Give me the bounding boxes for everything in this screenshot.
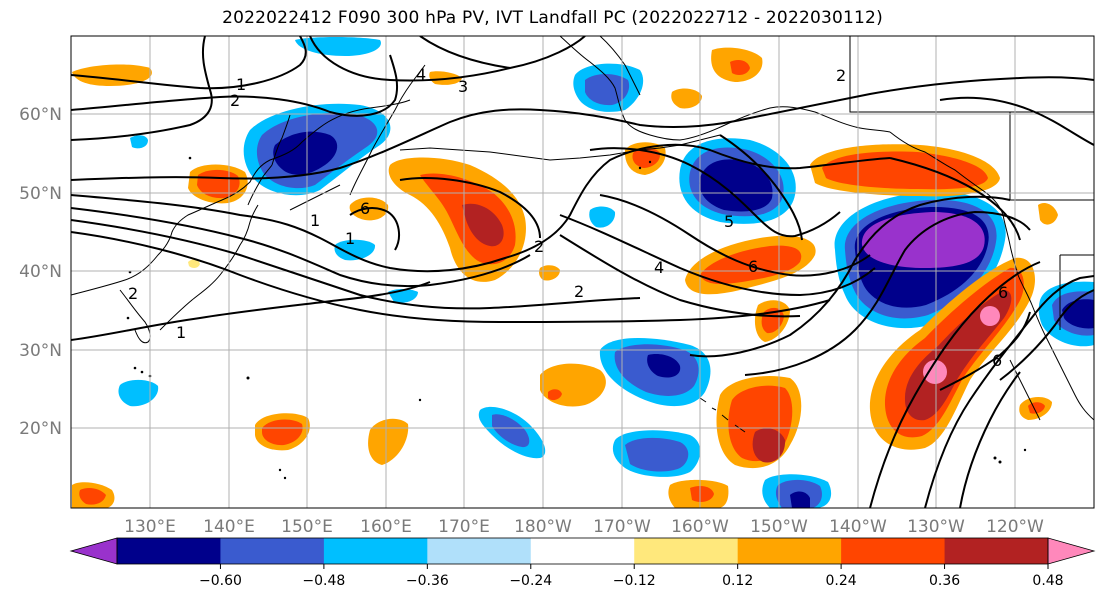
gridlines xyxy=(71,36,1094,508)
lon-label: 160°W xyxy=(671,517,729,537)
lon-label: 140°E xyxy=(203,517,255,537)
contour-label: 6 xyxy=(748,257,758,276)
ivt-contours xyxy=(71,36,1094,508)
lon-label: 170°E xyxy=(438,517,490,537)
map-frame xyxy=(70,35,1095,509)
colorbar-min-extend xyxy=(69,537,118,565)
colorbar-cell xyxy=(841,538,946,564)
colorbar-max-extend xyxy=(1047,537,1096,565)
colorbar-ticks: −0.60 −0.48 −0.36 −0.24 −0.12 0.12 0.24 0.36 0.4… xyxy=(199,564,1064,589)
colorbar-cell xyxy=(117,538,221,564)
latitude-labels: 60°N 50°N 40°N 30°N 20°N xyxy=(19,105,62,439)
contour-label: 4 xyxy=(416,65,426,84)
lat-label: 40°N xyxy=(19,262,62,282)
contour-label: 2 xyxy=(836,66,846,85)
contour-label: 2 xyxy=(534,237,544,256)
contour-label: 2 xyxy=(230,91,240,110)
lon-label: 150°W xyxy=(750,517,808,537)
colorbar-tick-label: −0.36 xyxy=(406,573,449,589)
contour-label: 6 xyxy=(992,351,1002,370)
colorbar-tick-label: 0.48 xyxy=(1032,573,1063,589)
longitude-labels: 130°E 140°E 150°E 160°E 170°E 180°W 170°… xyxy=(124,517,1044,537)
contour-label: 3 xyxy=(458,77,468,96)
lat-label: 20°N xyxy=(19,419,62,439)
lat-label: 30°N xyxy=(19,341,62,361)
lon-label: 170°W xyxy=(593,517,651,537)
colorbar-cell xyxy=(634,538,739,564)
colorbar-cells xyxy=(117,538,1049,564)
contour-label: 5 xyxy=(724,212,734,231)
colorbar-tick-label: 0.24 xyxy=(826,573,857,589)
colorbar-cell xyxy=(220,538,325,564)
lon-label: 180°W xyxy=(514,517,572,537)
pv-shading xyxy=(72,37,1094,508)
map-title: 2022022412 F090 300 hPa PV, IVT Landfall… xyxy=(222,8,883,28)
colorbar-tick-label: −0.60 xyxy=(199,573,242,589)
lon-label: 150°E xyxy=(281,517,333,537)
colorbar-tick-label: −0.12 xyxy=(613,573,656,589)
contour-label: 1 xyxy=(310,211,320,230)
colorbar-cell xyxy=(530,538,635,564)
colorbar-tick-label: −0.48 xyxy=(302,573,345,589)
islands xyxy=(126,156,1027,480)
contour-label: 1 xyxy=(236,75,246,94)
lon-label: 130°E xyxy=(124,517,176,537)
lon-label: 130°W xyxy=(907,517,965,537)
contour-label: 2 xyxy=(574,282,584,301)
contour-label: 4 xyxy=(654,258,664,277)
colorbar-cell xyxy=(944,538,1049,564)
contour-labels: 1 2 4 3 2 6 1 2 4 6 2 2 1 5 6 6 1 xyxy=(128,65,1008,370)
lon-label: 160°E xyxy=(360,517,412,537)
colorbar-tick-label: 0.36 xyxy=(929,573,960,589)
colorbar-cell xyxy=(427,538,532,564)
lat-label: 50°N xyxy=(19,184,62,204)
colorbar-tick-label: −0.24 xyxy=(509,573,552,589)
colorbar-cell xyxy=(737,538,842,564)
colorbar-frame xyxy=(116,537,1049,565)
contour-label: 1 xyxy=(345,229,355,248)
lon-label: 140°W xyxy=(829,517,887,537)
contour-label: 6 xyxy=(998,283,1008,302)
contour-label: 2 xyxy=(128,284,138,303)
lat-label: 60°N xyxy=(19,105,62,125)
contour-label: 6 xyxy=(360,199,370,218)
colorbar-cell xyxy=(323,538,428,564)
colorbar-tick-label: 0.12 xyxy=(722,573,753,589)
contour-label: 1 xyxy=(176,323,186,342)
lon-label: 120°W xyxy=(986,517,1044,537)
colorbar: −0.60 −0.48 −0.36 −0.24 −0.12 0.12 0.24 0.36 0.4… xyxy=(69,537,1096,589)
